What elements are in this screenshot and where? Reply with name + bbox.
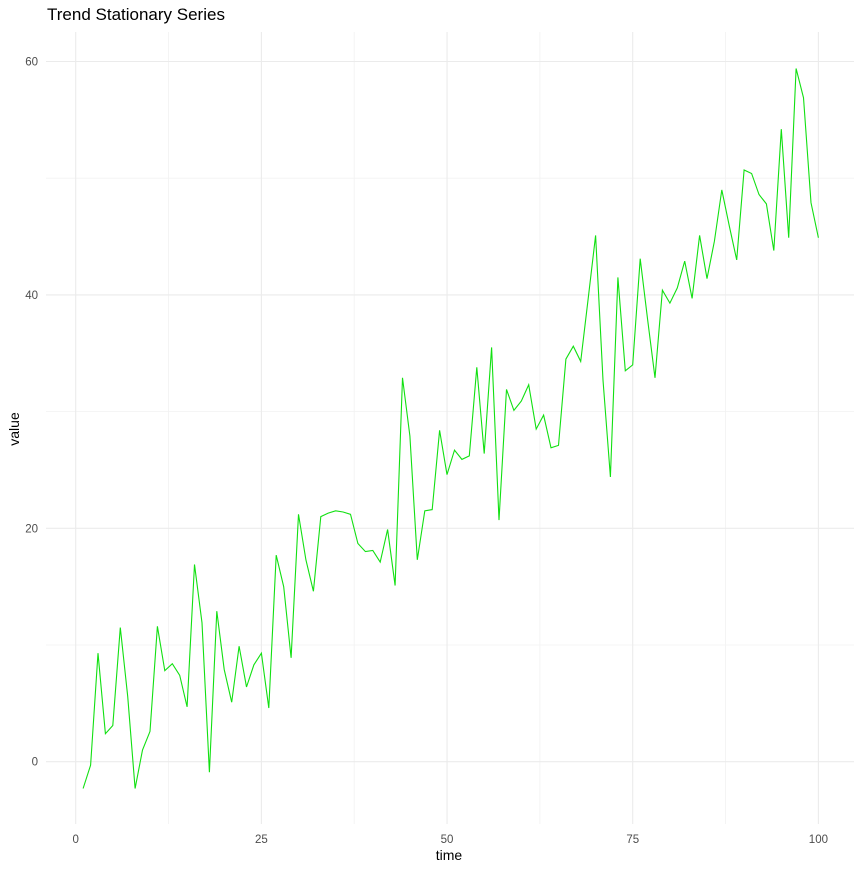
x-tick-label: 0 <box>72 834 78 846</box>
x-tick-label: 25 <box>255 834 268 846</box>
chart-title: Trend Stationary Series <box>47 5 225 24</box>
y-axis-tick-labels: 0 20 40 60 <box>25 57 38 769</box>
x-axis-title: time <box>436 847 463 863</box>
minor-gridlines <box>46 32 854 824</box>
x-tick-label: 75 <box>626 834 639 846</box>
y-tick-label: 20 <box>25 523 38 535</box>
x-tick-label: 100 <box>809 834 828 846</box>
plot-panel <box>46 32 854 824</box>
y-tick-label: 60 <box>25 57 38 69</box>
y-tick-label: 0 <box>32 757 38 769</box>
major-gridlines <box>46 32 854 824</box>
y-tick-label: 40 <box>25 290 38 302</box>
series-line <box>82 68 819 789</box>
x-tick-label: 50 <box>441 834 454 846</box>
y-axis-title: value <box>6 412 22 446</box>
x-axis-tick-labels: 0 25 50 75 100 <box>72 834 827 846</box>
